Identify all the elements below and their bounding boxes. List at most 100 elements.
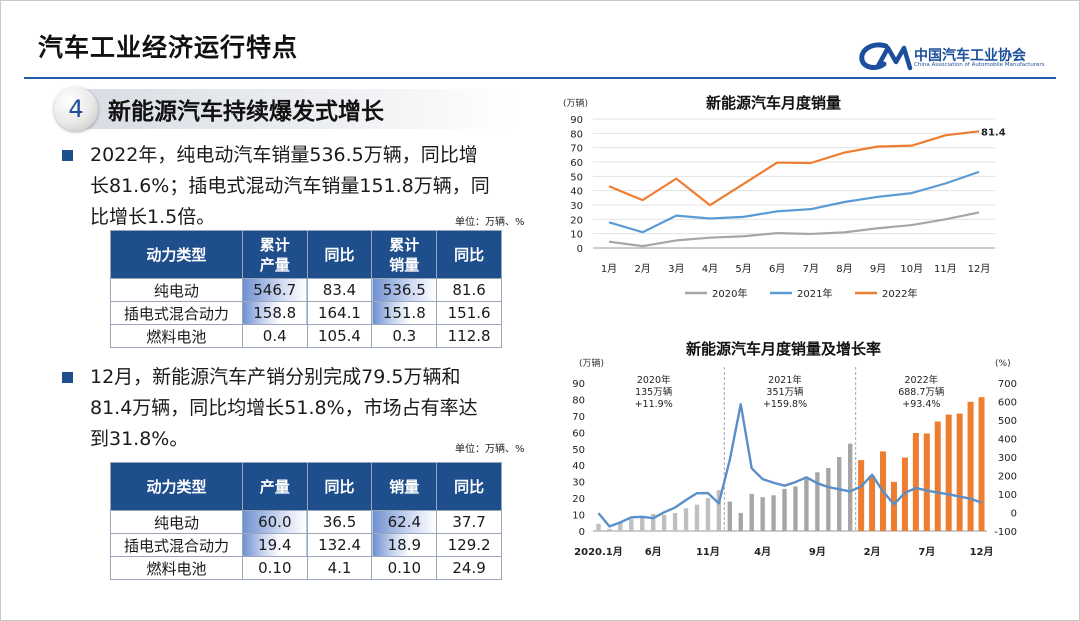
cell: 0.10 (371, 556, 438, 580)
bar-2021 (804, 478, 809, 531)
bullet-line: 长81.6%；插电式混动汽车销量151.8万辆，同 (90, 175, 490, 197)
x-tick-label: 5月 (735, 263, 751, 275)
bar-2022 (945, 414, 952, 531)
period-total: 135万辆 (635, 386, 673, 398)
legend-label: 2022年 (882, 287, 917, 300)
x-tick-label: 3月 (668, 263, 684, 275)
cell: 19.4 (241, 533, 308, 557)
bullet-2022-summary: 2022年，纯电动汽车销量536.5万辆，同比增 长81.6%；插电式混动汽车销… (62, 140, 542, 236)
bar-2020 (683, 508, 689, 531)
y-tick-label: 70 (570, 144, 583, 155)
period-growth: +159.8% (763, 399, 807, 410)
bar-2022 (934, 421, 941, 531)
y-left-tick-label: 60 (572, 428, 585, 439)
bullet-square-icon (62, 372, 73, 383)
period-year: 2021年 (768, 374, 802, 386)
bullet-line: 比增长1.5倍。 (90, 206, 216, 228)
cell: 燃料电池 (110, 324, 243, 348)
bullet-line: 到31.8%。 (90, 428, 189, 450)
bar-2022 (967, 401, 974, 531)
y-axis-unit: (万辆) (563, 97, 588, 109)
bar-2021 (782, 488, 787, 531)
th-yoy: 同比 (436, 230, 502, 279)
cell: 164.1 (306, 301, 373, 325)
table-row: 燃料电池 0.10 4.1 0.10 24.9 (110, 556, 502, 580)
x-tick-label: 9月 (870, 263, 886, 275)
bar-2021 (771, 495, 776, 531)
y-left-tick-label: 50 (572, 445, 585, 456)
table-row: 插电式混合动力 19.4 132.4 18.9 129.2 (110, 533, 502, 557)
x-tick-label: 6月 (645, 546, 662, 558)
cell: 燃料电池 (110, 556, 243, 580)
table-row: 纯电动 60.0 36.5 62.4 37.7 (110, 510, 502, 534)
y-right-tick-label: 500 (998, 416, 1017, 427)
cell: 81.6 (436, 278, 502, 302)
legend-label: 2021年 (797, 287, 832, 300)
cell: 24.9 (436, 556, 502, 580)
y-right-tick-label: 200 (998, 472, 1017, 483)
th-type: 动力类型 (110, 462, 243, 511)
bar-2021 (738, 512, 743, 531)
y-left-tick-label: 20 (572, 494, 585, 505)
cell: 129.2 (436, 533, 502, 557)
cell: 112.8 (436, 324, 502, 348)
title-divider (24, 77, 1056, 79)
series-line-2022年 (608, 130, 980, 207)
cell: 4.1 (306, 556, 373, 580)
bar-2021 (793, 486, 798, 531)
y-tick-label: 30 (570, 201, 583, 212)
table-2022-cumulative: 动力类型 累计 产量 同比 累计 销量 同比 纯电动 546.7 83.4 53… (110, 230, 502, 348)
y-left-tick-label: 30 (572, 478, 585, 489)
period-growth: +93.4% (902, 399, 940, 410)
period-total: 688.7万辆 (898, 386, 945, 398)
y-right-tick-label: 300 (998, 453, 1017, 464)
chart2-title: 新能源汽车月度销量及增长率 (686, 340, 882, 358)
th-yoy: 同比 (306, 230, 373, 279)
bar-2020 (607, 528, 612, 531)
x-tick-label: 7月 (918, 546, 935, 558)
bar-2020 (596, 523, 601, 531)
bar-2020 (672, 513, 678, 531)
cell: 62.4 (371, 510, 438, 534)
period-total: 351万辆 (766, 386, 804, 398)
bar-2020 (640, 517, 645, 531)
bar-2021 (826, 468, 831, 531)
y-tick-label: 10 (570, 230, 583, 241)
bar-2022 (956, 413, 963, 531)
section-title: 新能源汽车持续爆发式增长 (108, 99, 384, 125)
bullet-line: 81.4万辆，同比均增长51.8%，市场占有率达 (90, 397, 478, 419)
x-tick-label: 2月 (864, 546, 881, 558)
y-right-tick-label: 400 (998, 435, 1017, 446)
page-title: 汽车工业经济运行特点 (38, 33, 299, 62)
th-production: 产量 (241, 462, 308, 511)
cell: 83.4 (306, 278, 373, 302)
y-left-tick-label: 90 (572, 379, 585, 390)
y-right-unit: (%) (995, 359, 1011, 369)
y-right-tick-label: 100 (998, 490, 1017, 501)
cell: 纯电动 (110, 278, 243, 302)
bar-2020 (705, 498, 711, 531)
cell: 0.3 (371, 324, 438, 348)
bullet-line: 2022年，纯电动汽车销量536.5万辆，同比增 (90, 144, 478, 166)
table-december: 动力类型 产量 同比 销量 同比 纯电动 60.0 36.5 62.4 37.7… (110, 462, 502, 580)
period-year: 2020年 (637, 374, 671, 386)
y-tick-label: 90 (570, 115, 583, 126)
chart1-title: 新能源汽车月度销量 (706, 94, 842, 112)
bar-2020 (629, 519, 634, 531)
cell: 0.4 (241, 324, 308, 348)
th-cum-production: 累计 产量 (241, 230, 308, 279)
bullet-square-icon (62, 150, 73, 161)
y-left-unit: (万辆) (579, 357, 604, 369)
y-tick-label: 50 (570, 172, 583, 183)
th-yoy: 同比 (306, 462, 373, 511)
bar-2021 (837, 457, 842, 531)
series-line-2021年 (608, 170, 980, 234)
th-cum-sales: 累计 销量 (371, 230, 438, 279)
y-left-tick-label: 0 (579, 527, 585, 538)
table-row: 纯电动 546.7 83.4 536.5 81.6 (110, 278, 502, 302)
x-tick-label: 12月 (970, 546, 994, 558)
cell: 60.0 (241, 510, 308, 534)
y-left-tick-label: 10 (572, 511, 585, 522)
bar-2020 (661, 514, 667, 531)
cell: 37.7 (436, 510, 502, 534)
